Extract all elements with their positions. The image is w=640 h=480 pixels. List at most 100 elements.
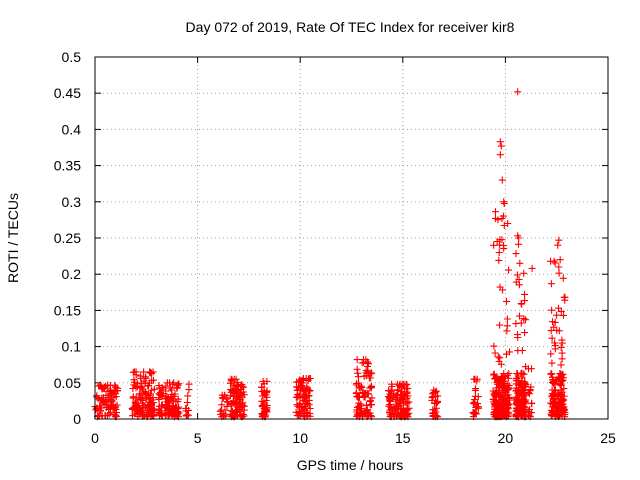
- data-point-marker: [504, 386, 512, 394]
- data-point-marker: [556, 406, 564, 414]
- data-point-marker: [550, 395, 558, 403]
- data-point-marker: [237, 385, 245, 393]
- data-point-marker: [300, 397, 308, 404]
- data-point-marker: [515, 390, 523, 398]
- data-point-marker: [114, 384, 121, 392]
- data-point-marker: [112, 405, 120, 413]
- data-point-marker: [555, 269, 563, 277]
- data-point-marker: [221, 406, 229, 414]
- data-point-marker: [489, 395, 497, 403]
- data-point-marker: [365, 374, 373, 382]
- data-point-marker: [108, 397, 116, 405]
- data-point-marker: [547, 410, 555, 418]
- data-point-marker: [547, 327, 555, 335]
- data-point-marker: [171, 410, 178, 418]
- data-point-marker: [520, 315, 528, 323]
- data-point-marker: [557, 307, 565, 315]
- data-point-marker: [93, 392, 101, 400]
- data-point-marker: [388, 404, 396, 412]
- x-tick-label: 25: [600, 430, 616, 446]
- data-point-marker: [183, 399, 191, 406]
- data-point-marker: [500, 370, 508, 378]
- data-point-marker: [558, 388, 566, 396]
- data-point-marker: [296, 407, 304, 415]
- y-tick-label: 0.3: [62, 194, 82, 210]
- data-point-marker: [404, 385, 412, 392]
- data-point-marker: [303, 383, 311, 391]
- data-point-marker: [155, 396, 163, 403]
- data-point-marker: [490, 370, 498, 378]
- y-tick-label: 0.1: [62, 339, 82, 355]
- data-point-marker: [550, 257, 558, 265]
- data-point-marker: [559, 374, 567, 382]
- data-point-marker: [555, 327, 563, 335]
- data-point-marker: [163, 398, 171, 406]
- data-point-marker: [496, 138, 504, 146]
- data-point-marker: [403, 388, 411, 396]
- data-point-marker: [514, 405, 522, 413]
- data-point-marker: [142, 373, 149, 381]
- data-point-marker: [305, 392, 313, 400]
- data-point-marker: [169, 402, 177, 409]
- data-point-marker: [500, 382, 508, 390]
- data-point-marker: [96, 381, 104, 389]
- data-point-marker: [516, 312, 523, 320]
- data-point-marker: [237, 392, 245, 400]
- data-point-marker: [260, 390, 268, 398]
- data-point-marker: [131, 368, 139, 376]
- data-point-marker: [548, 373, 556, 381]
- data-point-marker: [492, 208, 499, 216]
- data-point-marker: [353, 356, 361, 364]
- data-point-marker: [182, 407, 190, 415]
- data-point-marker: [557, 344, 565, 351]
- data-point-marker: [292, 408, 300, 416]
- data-point-marker: [499, 407, 507, 415]
- data-point-marker: [357, 382, 365, 390]
- data-point-marker: [500, 222, 508, 229]
- data-point-marker: [137, 409, 145, 417]
- data-point-marker: [557, 390, 565, 398]
- data-point-marker: [503, 315, 511, 323]
- data-point-marker: [547, 350, 555, 358]
- data-point-marker: [494, 402, 502, 410]
- data-point-marker: [514, 395, 522, 403]
- x-tick-label: 10: [292, 430, 308, 446]
- data-point-marker: [551, 259, 559, 267]
- data-point-marker: [355, 393, 363, 401]
- y-axis-label: ROTI / TECUs: [5, 193, 21, 283]
- data-point-marker: [111, 388, 119, 396]
- data-point-marker: [559, 274, 567, 282]
- y-tick-label: 0.5: [62, 49, 82, 65]
- data-point-marker: [521, 329, 529, 337]
- data-point-marker: [434, 398, 441, 406]
- data-point-marker: [294, 402, 302, 410]
- data-point-marker: [430, 388, 438, 396]
- data-point-marker: [471, 392, 479, 400]
- data-point-marker: [554, 241, 562, 249]
- data-point-marker: [518, 377, 526, 385]
- data-point-marker: [260, 380, 268, 388]
- data-point-marker: [500, 212, 507, 220]
- data-point-marker: [472, 409, 480, 417]
- data-point-marker: [99, 398, 107, 406]
- data-point-marker: [139, 385, 147, 393]
- data-point-marker: [297, 383, 305, 391]
- data-point-marker: [105, 410, 113, 418]
- data-point-marker: [353, 380, 361, 388]
- data-point-marker: [359, 388, 367, 396]
- data-point-marker: [498, 176, 506, 184]
- data-point-marker: [162, 403, 170, 411]
- data-point-marker: [528, 409, 536, 417]
- data-point-marker: [102, 412, 109, 420]
- data-point-marker: [475, 403, 482, 411]
- data-point-marker: [434, 392, 442, 400]
- data-point-marker: [139, 395, 147, 403]
- data-point-marker: [357, 400, 365, 408]
- data-point-marker: [147, 409, 155, 417]
- data-point-marker: [496, 151, 504, 159]
- data-point-marker: [263, 407, 271, 415]
- data-point-marker: [232, 408, 240, 415]
- data-point-marker: [503, 404, 511, 412]
- data-point-marker: [169, 395, 176, 403]
- data-point-marker: [155, 410, 163, 418]
